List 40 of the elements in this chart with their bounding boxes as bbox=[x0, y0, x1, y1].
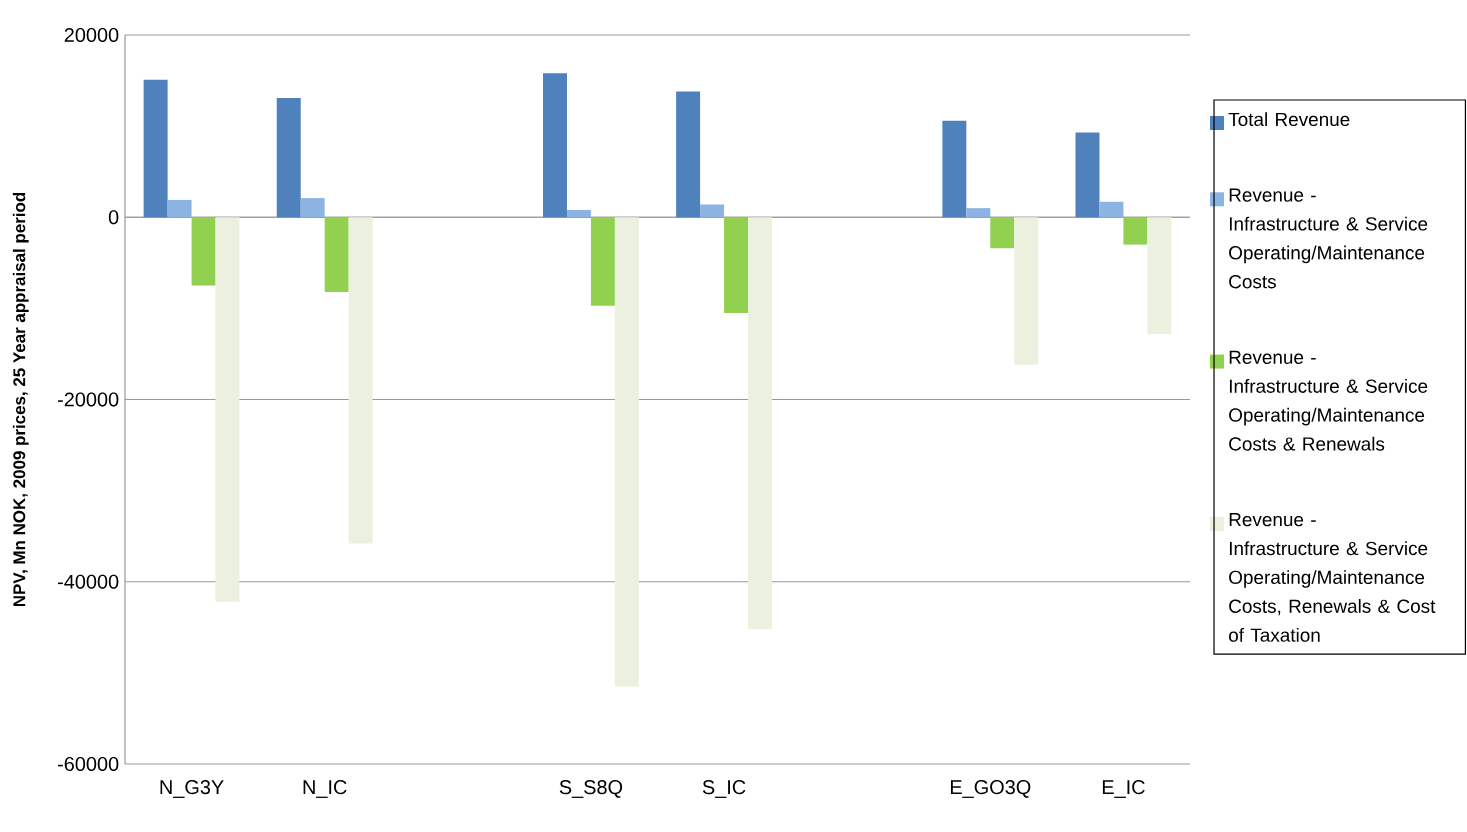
bar bbox=[700, 204, 725, 218]
bar bbox=[543, 73, 567, 218]
legend-label: Revenue - Infrastructure & Service Operating/Maintenance Costs & Renewals bbox=[1229, 350, 1428, 451]
legend-label: Total Revenue bbox=[1228, 112, 1350, 127]
bar bbox=[748, 217, 772, 630]
y-tick-label: -40000 bbox=[58, 574, 119, 589]
y-tick-label: -60000 bbox=[58, 756, 119, 772]
x-tick-label: N_G3Y bbox=[160, 780, 224, 798]
bar bbox=[191, 217, 216, 286]
bar bbox=[143, 79, 168, 218]
y-tick-label: 0 bbox=[108, 210, 119, 225]
bar bbox=[566, 209, 591, 218]
y-tick-label: 20000 bbox=[64, 27, 119, 43]
y-tick-label: -20000 bbox=[58, 392, 119, 407]
x-tick-label: N_IC bbox=[303, 780, 347, 798]
bar bbox=[1014, 217, 1039, 365]
bar bbox=[590, 217, 615, 306]
bar bbox=[724, 217, 749, 313]
x-tick-label: E_GO3Q bbox=[950, 780, 1031, 798]
bar bbox=[324, 217, 349, 292]
bar bbox=[167, 199, 192, 218]
bar bbox=[1075, 132, 1100, 218]
bar bbox=[1147, 217, 1172, 334]
bar bbox=[1099, 201, 1124, 218]
bar bbox=[966, 208, 991, 218]
y-axis-title: NPV, Mn NOK, 2009 prices, 25 Year appraisal period bbox=[12, 192, 29, 607]
legend-label: Revenue - Infrastructure & Service Operating/Maintenance Costs, Renewals & Cost of Taxation bbox=[1229, 513, 1436, 642]
bar bbox=[300, 198, 325, 218]
x-tick-label: S_IC bbox=[702, 780, 746, 798]
bar bbox=[276, 97, 301, 218]
bar bbox=[990, 217, 1015, 249]
bar bbox=[676, 91, 701, 218]
x-tick-label: E_IC bbox=[1102, 780, 1145, 798]
bar bbox=[348, 217, 373, 544]
bar bbox=[942, 120, 967, 218]
bar bbox=[1123, 217, 1148, 245]
bar bbox=[614, 217, 639, 687]
bar bbox=[215, 217, 240, 602]
x-tick-label: S_S8Q bbox=[559, 780, 623, 798]
legend-label: Revenue - Infrastructure & Service Operating/Maintenance Costs bbox=[1229, 188, 1428, 289]
